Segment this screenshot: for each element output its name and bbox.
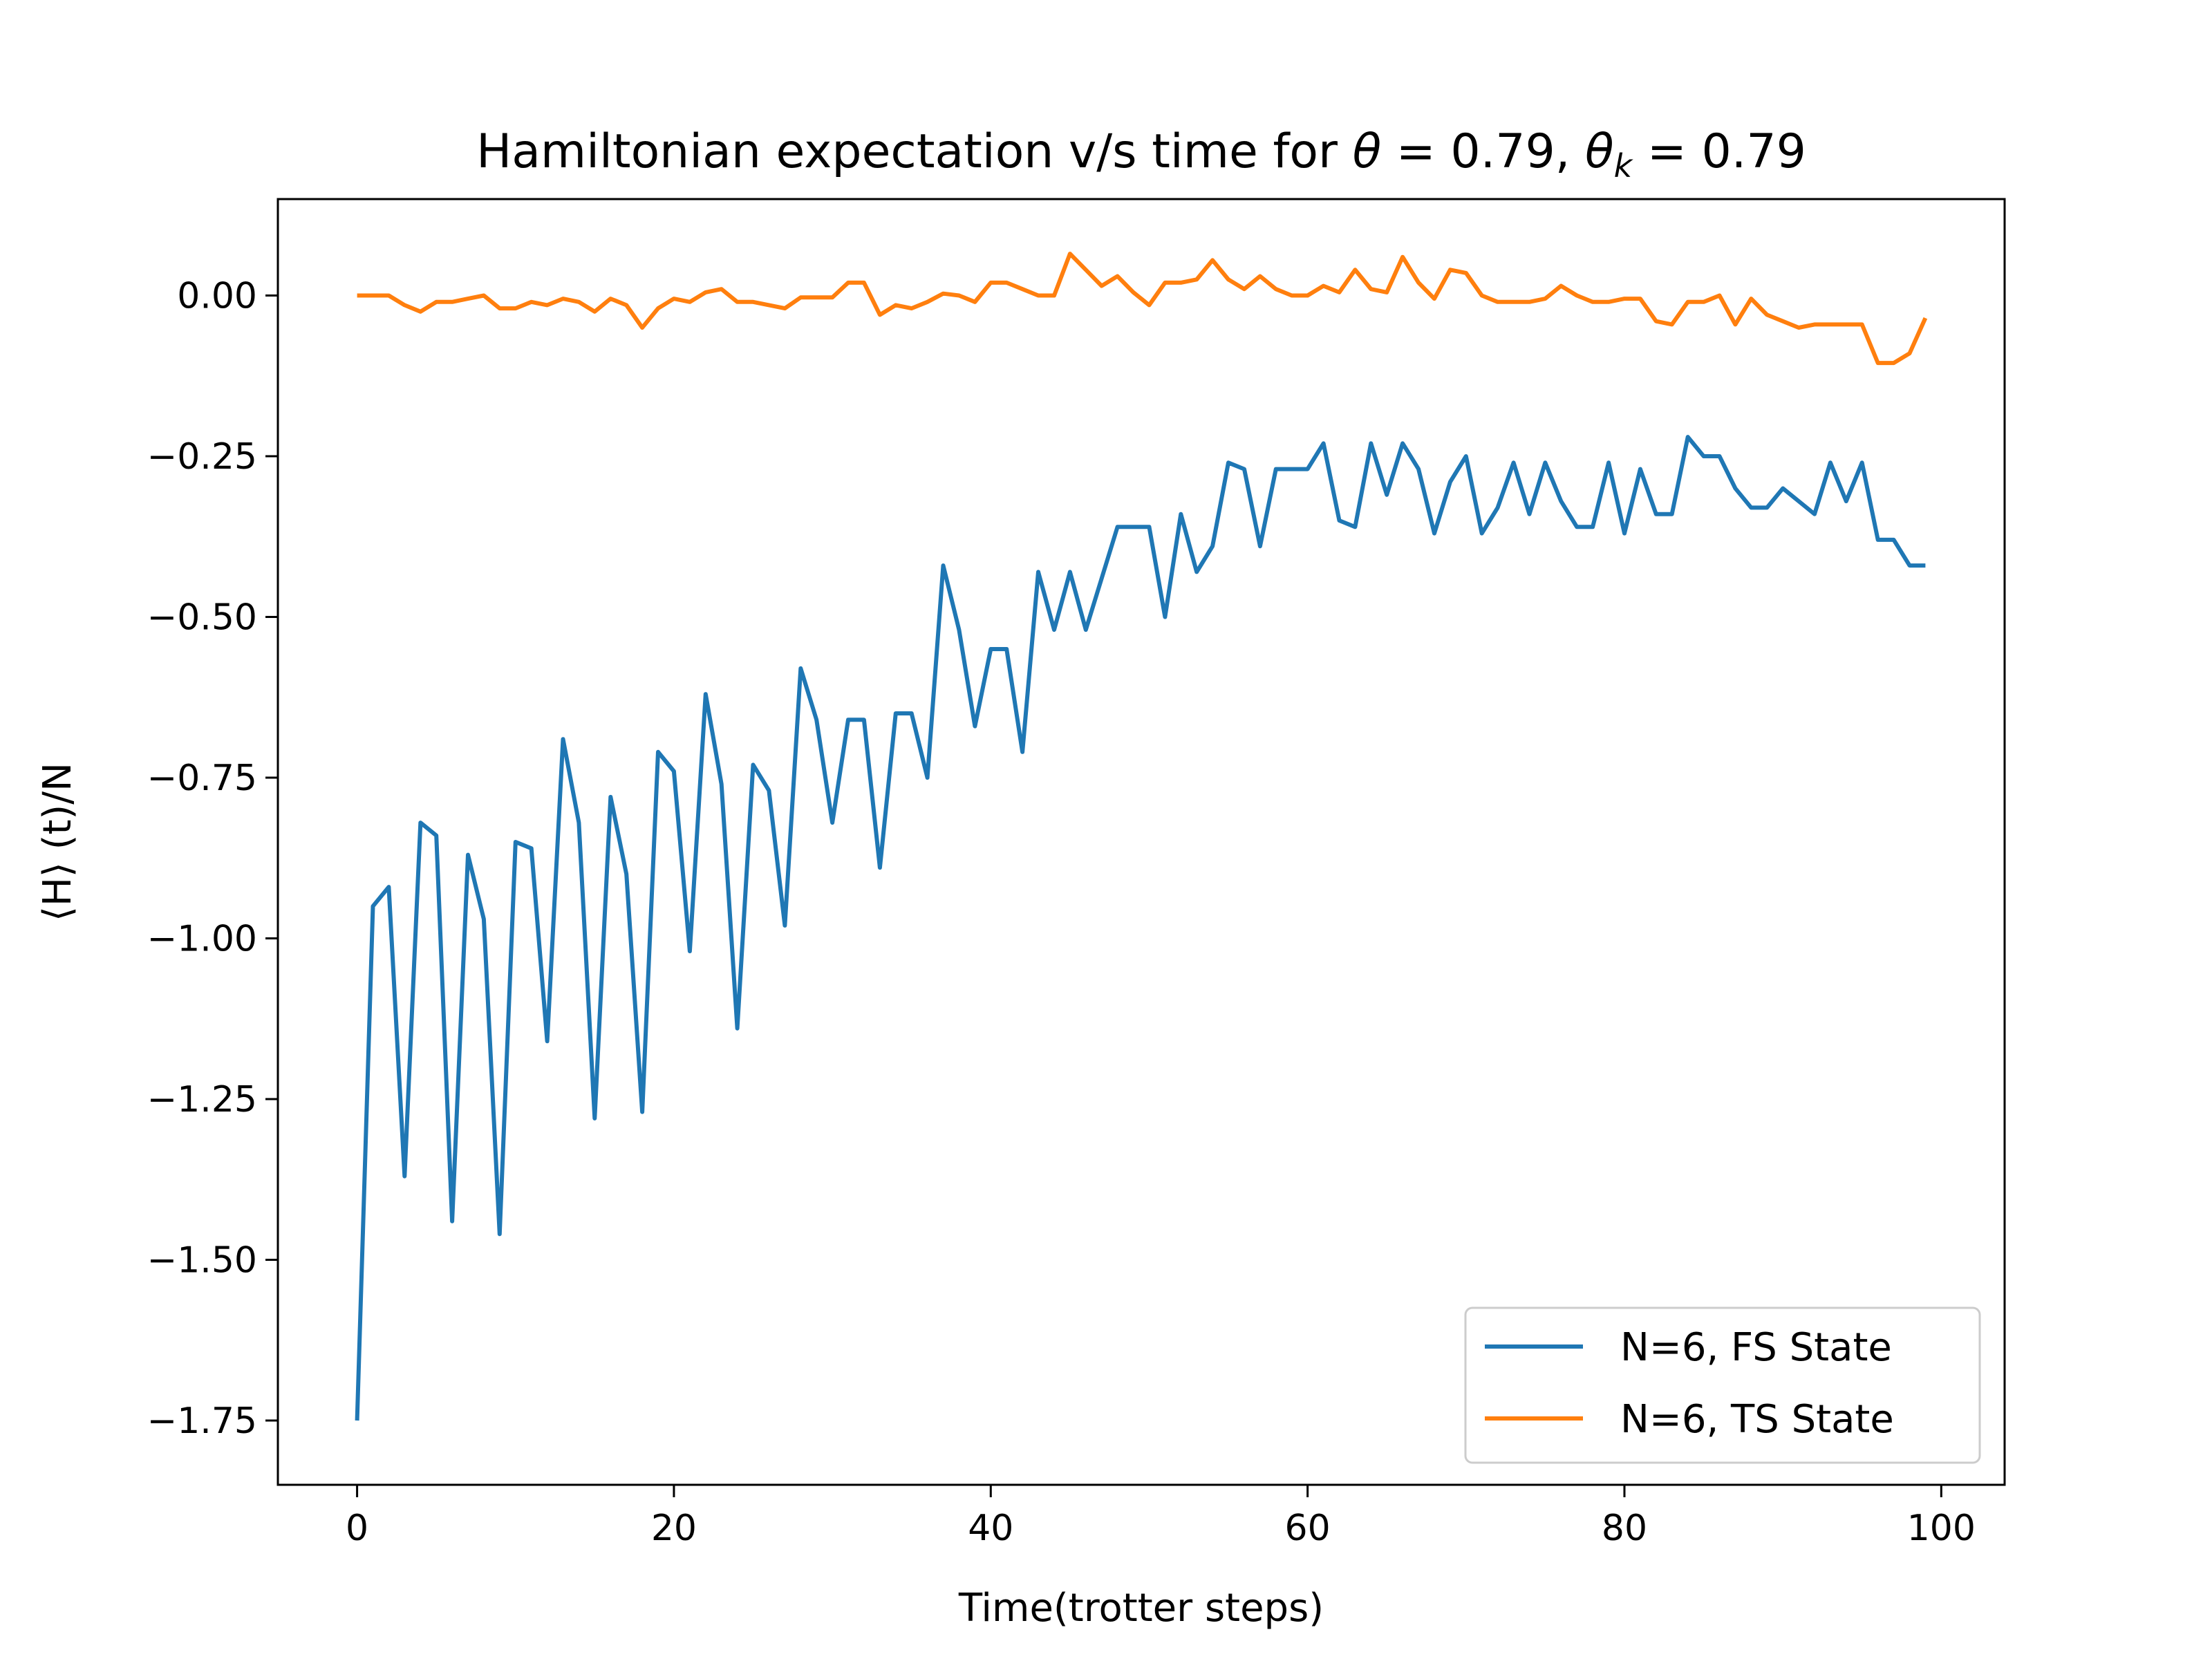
legend-label-ts-state: N=6, TS State — [1620, 1397, 1894, 1442]
legend: N=6, FS State N=6, TS State — [1464, 1306, 1981, 1464]
series-line-ts-state — [357, 252, 1928, 366]
y-tick-label: −1.00 — [147, 919, 257, 960]
y-axis: 0.00 −0.25 −0.50 −0.75 −1.00 −1.25 −1.50 −1.75 — [147, 276, 278, 1442]
plot-frame — [276, 198, 2006, 1486]
x-tick-label: 0 — [346, 1508, 368, 1549]
series-line-fs-state — [355, 435, 1926, 1421]
chart-title: Hamiltonian expectation v/s time for θ =… — [476, 124, 1806, 185]
x-axis: 0 20 40 60 80 100 — [346, 1485, 1976, 1549]
x-tick-label: 60 — [1285, 1508, 1331, 1549]
y-axis-label: ⟨H⟩ (t)/N — [35, 762, 80, 921]
legend-box — [1464, 1306, 1981, 1464]
x-tick-label: 40 — [968, 1508, 1013, 1549]
y-tick-label: −1.50 — [147, 1240, 257, 1282]
series-layer — [355, 252, 1928, 1421]
y-tick-label: −1.25 — [147, 1079, 257, 1121]
plot-area — [278, 199, 2005, 1485]
x-tick-label: 20 — [651, 1508, 697, 1549]
x-axis-label: Time(trotter steps) — [958, 1586, 1324, 1631]
y-tick-label: −1.75 — [147, 1400, 257, 1442]
x-tick-label: 100 — [1907, 1508, 1976, 1549]
x-tick-label: 80 — [1602, 1508, 1647, 1549]
y-tick-label: −0.50 — [147, 597, 257, 639]
y-tick-label: 0.00 — [177, 276, 257, 317]
legend-label-fs-state: N=6, FS State — [1620, 1325, 1892, 1370]
y-tick-label: −0.25 — [147, 436, 257, 478]
y-tick-label: −0.75 — [147, 758, 257, 799]
